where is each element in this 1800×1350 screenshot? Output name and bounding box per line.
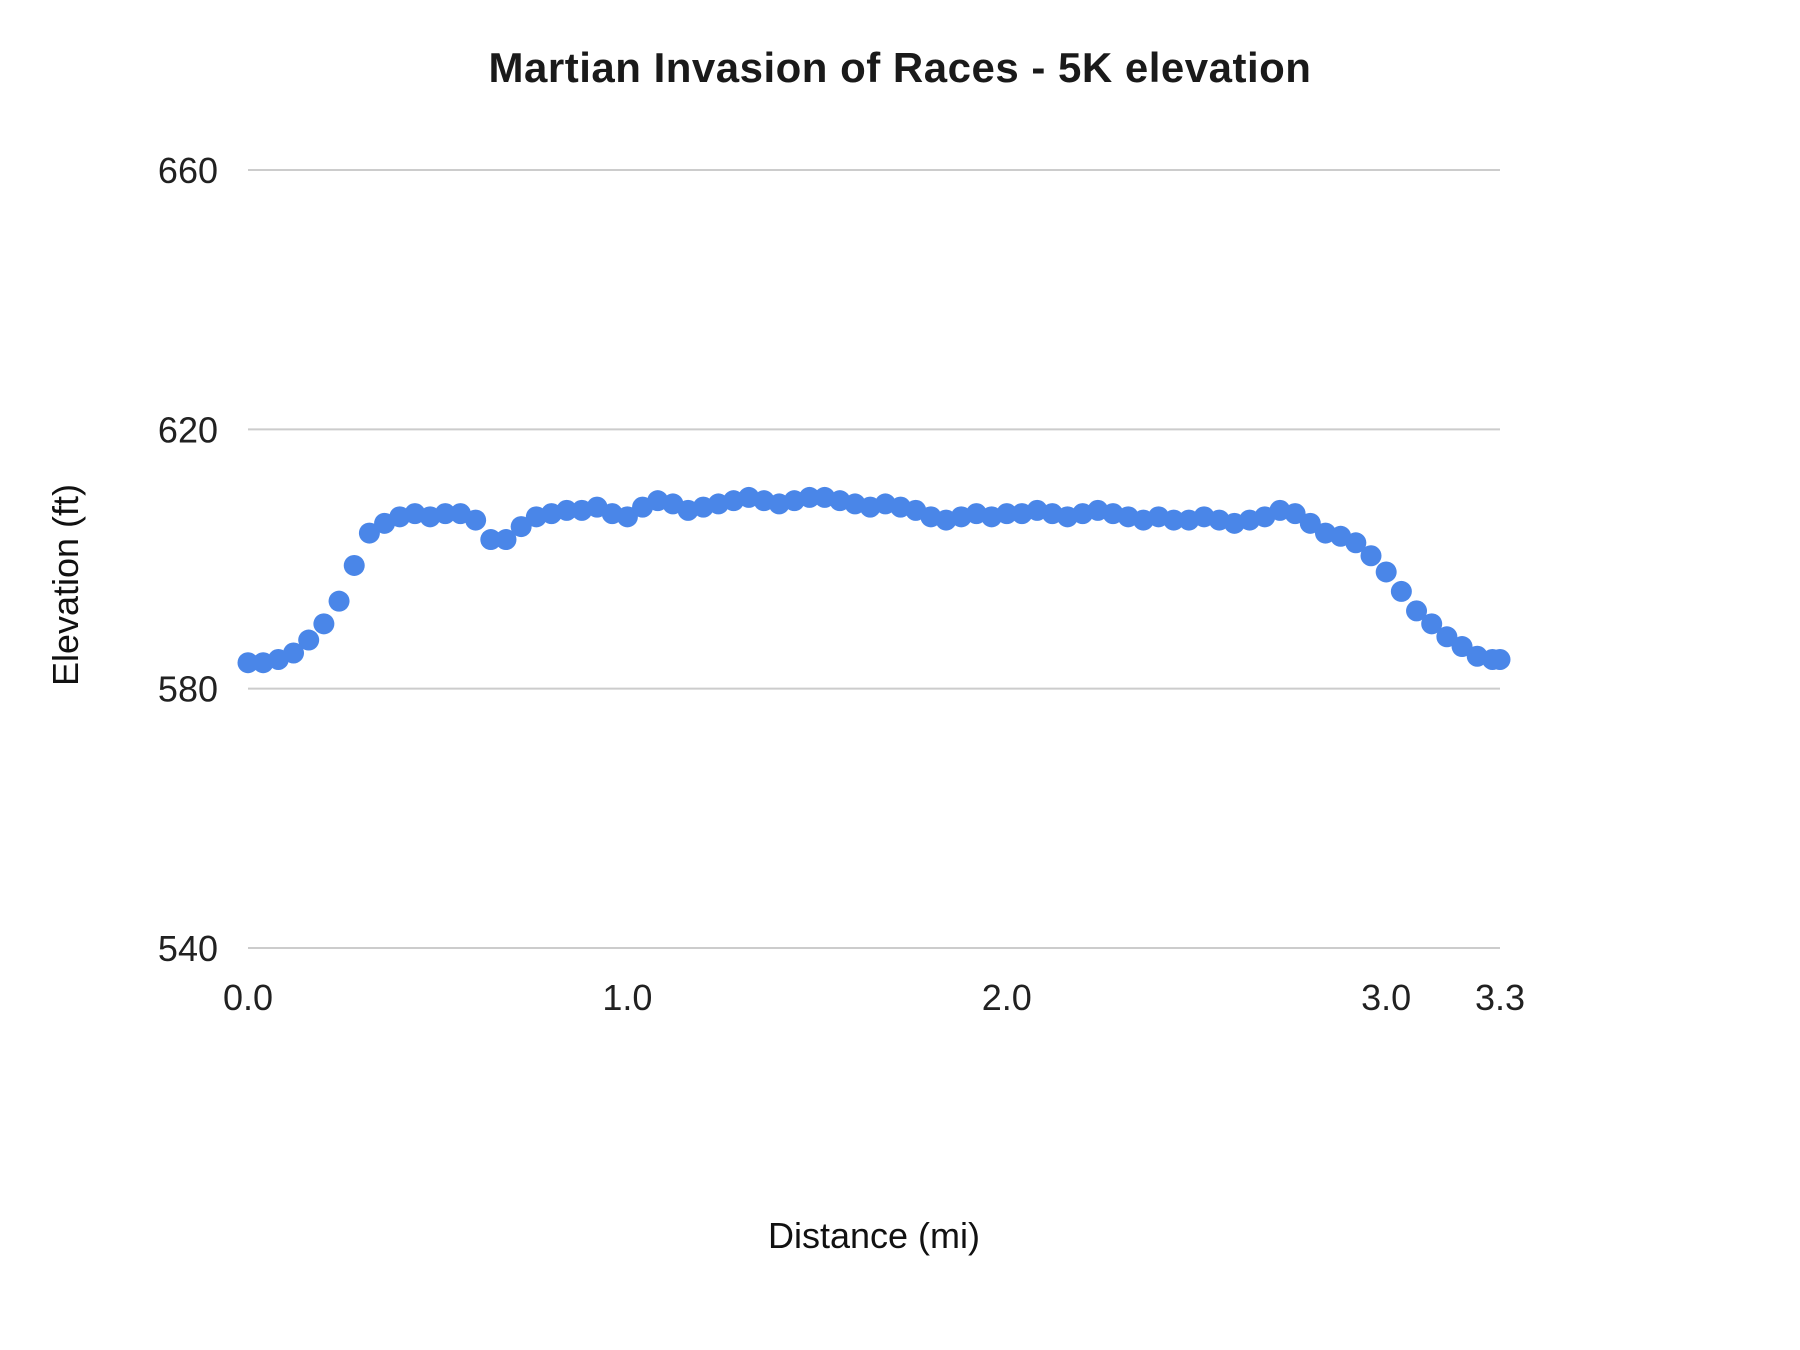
x-axis-title: Distance (mi) (767, 1215, 981, 1256)
data-point (510, 516, 532, 538)
chart-title: Martian Invasion of Races - 5K elevation (488, 44, 1312, 91)
y-tick-label: 580 (158, 669, 218, 710)
data-point (465, 509, 487, 531)
data-point (283, 642, 305, 664)
data-point (1163, 509, 1185, 531)
x-tick-label: 2.0 (982, 977, 1032, 1018)
data-point (480, 529, 502, 551)
data-point (358, 522, 380, 544)
x-tick-label: 3.3 (1475, 977, 1525, 1018)
data-point (996, 503, 1018, 525)
data-point (1390, 580, 1412, 602)
data-point (328, 590, 350, 612)
data-point (1451, 636, 1473, 658)
data-point (237, 652, 259, 674)
data-point (313, 613, 335, 635)
data-point (1299, 512, 1321, 534)
data-point (1375, 561, 1397, 583)
data-point (298, 629, 320, 651)
data-point (495, 529, 517, 551)
y-tick-label: 620 (158, 409, 218, 450)
data-point (616, 506, 638, 528)
data-point (799, 486, 821, 508)
data-point (1421, 613, 1443, 635)
x-tick-label: 3.0 (1361, 977, 1411, 1018)
data-point (1345, 532, 1367, 554)
data-point (556, 499, 578, 521)
data-point (1284, 503, 1306, 525)
x-tick-label: 0.0 (223, 977, 273, 1018)
x-tick-label: 1.0 (602, 977, 652, 1018)
y-tick-label: 660 (158, 150, 218, 191)
data-point (1436, 626, 1458, 648)
y-tick-label: 540 (158, 928, 218, 969)
data-point (1406, 600, 1428, 622)
data-point (1360, 545, 1382, 567)
data-point (1489, 648, 1511, 670)
data-point (343, 554, 365, 576)
data-point (434, 503, 456, 525)
